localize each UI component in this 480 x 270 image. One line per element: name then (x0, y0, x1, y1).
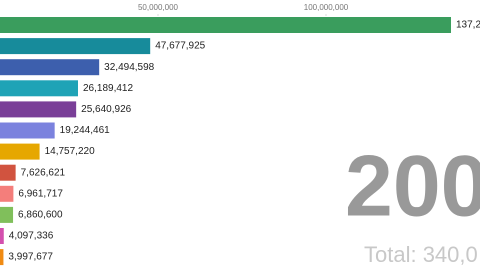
bar (0, 206, 14, 223)
x-tick-label: 100,000,000 (304, 3, 349, 12)
bar (0, 59, 100, 76)
value-label: 137,2 (456, 20, 480, 31)
value-label: 19,244,461 (60, 125, 110, 136)
value-label: 6,860,600 (18, 210, 63, 221)
value-label: 6,961,717 (18, 188, 63, 199)
bar (0, 164, 16, 181)
value-label: 25,640,926 (81, 104, 131, 115)
value-label: 4,097,336 (9, 231, 54, 242)
bar (0, 143, 40, 160)
bar (0, 185, 14, 202)
value-label: 32,494,598 (104, 62, 154, 73)
value-label: 47,677,925 (155, 41, 205, 52)
bar (0, 80, 78, 97)
bar (0, 228, 4, 244)
year-label: 200 (345, 139, 480, 235)
x-tick-label: 50,000,000 (138, 3, 179, 12)
bar (0, 122, 55, 139)
value-label: 26,189,412 (83, 83, 133, 94)
bar (0, 101, 77, 118)
value-label: 3,997,677 (8, 252, 53, 263)
bar (0, 17, 451, 33)
bar (0, 38, 151, 55)
value-label: 7,626,621 (21, 167, 66, 178)
bar (0, 249, 4, 266)
value-label: 14,757,220 (45, 146, 95, 157)
total-label: Total: 340,0 (364, 242, 478, 267)
